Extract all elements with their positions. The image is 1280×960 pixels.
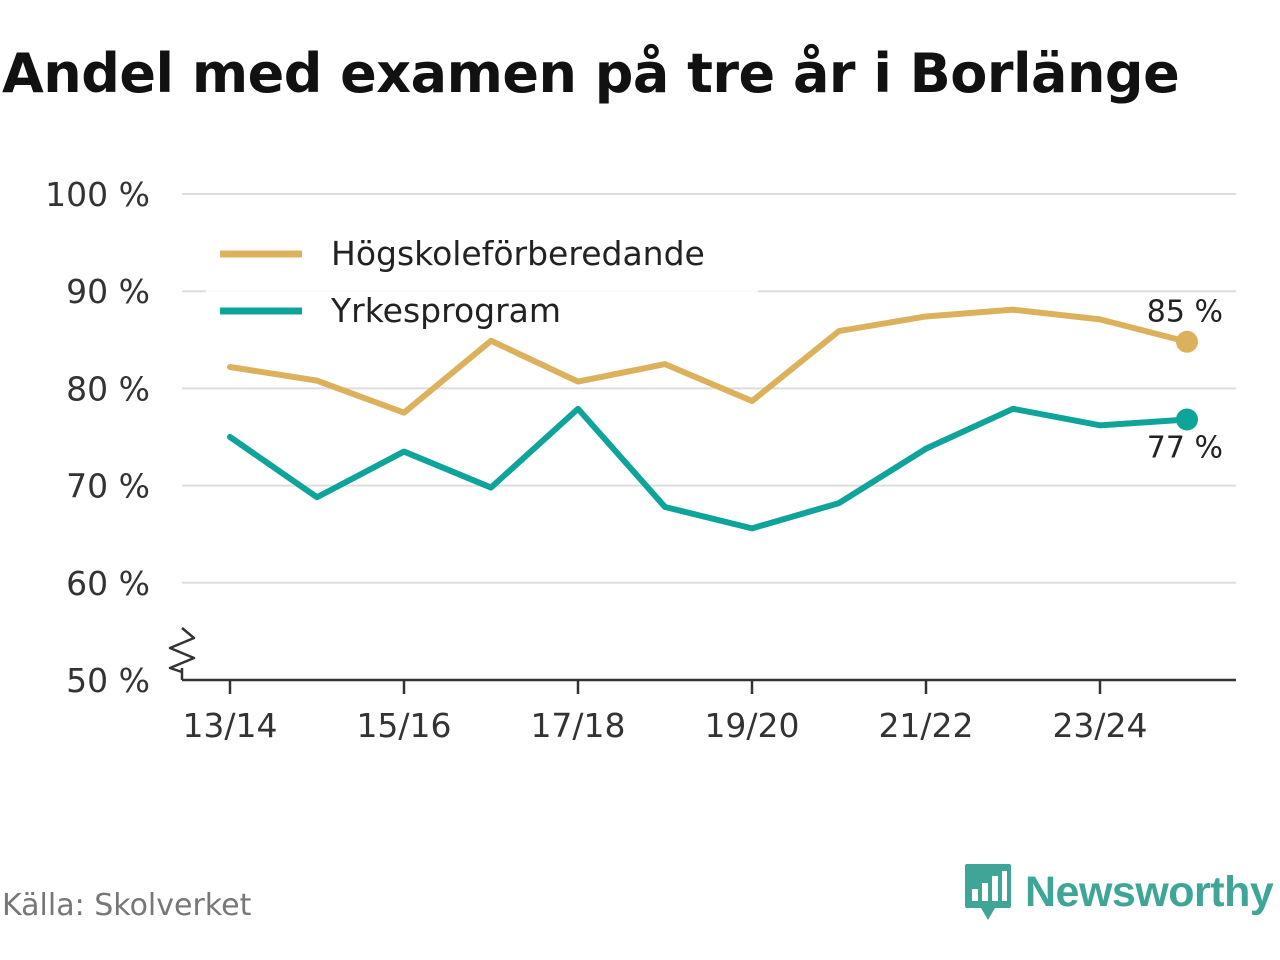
x-tick-label: 23/24	[1052, 706, 1147, 745]
zigzag-break-icon	[168, 627, 196, 674]
brand-logo: Newsworthy	[963, 862, 1274, 922]
end-labels: 85 % 77 %	[1147, 295, 1223, 466]
series-line-1	[227, 306, 1190, 416]
y-tick-label: 50 %	[66, 661, 150, 700]
legend-label: Yrkesprogram	[330, 291, 561, 330]
legend-label: Högskoleförberedande	[331, 234, 705, 273]
end-point-marker	[1176, 408, 1198, 431]
y-tick-label: 60 %	[66, 564, 150, 603]
y-axis-tick-labels: 100 % 90 % 80 % 70 % 60 % 50 %	[45, 175, 150, 700]
end-value-label: 85 %	[1147, 295, 1223, 330]
x-tick-label: 17/18	[530, 706, 625, 745]
y-tick-label: 100 %	[45, 175, 150, 214]
legend: Högskoleförberedande Yrkesprogram	[206, 226, 758, 338]
x-tick-label: 15/16	[356, 706, 451, 745]
end-value-label: 77 %	[1147, 431, 1223, 466]
series-line-2	[227, 405, 1190, 532]
newsworthy-logo-icon	[965, 864, 1011, 920]
chart-title: Andel med examen på tre år i Borlänge	[2, 42, 1180, 105]
y-tick-label: 90 %	[66, 272, 150, 311]
series-lines	[227, 306, 1198, 532]
legend-background	[206, 226, 758, 338]
x-tick-label: 13/14	[182, 706, 277, 745]
y-tick-label: 80 %	[66, 369, 150, 408]
x-axis: 13/14 15/16 17/18 19/20 21/22 23/24	[168, 627, 1236, 745]
x-tick-label: 19/20	[704, 706, 799, 745]
y-tick-label: 70 %	[66, 467, 150, 506]
source-note: Källa: Skolverket	[2, 888, 252, 923]
end-point-marker	[1176, 330, 1198, 353]
x-tick-label: 21/22	[878, 706, 973, 745]
brand-name: Newsworthy	[1025, 867, 1274, 916]
